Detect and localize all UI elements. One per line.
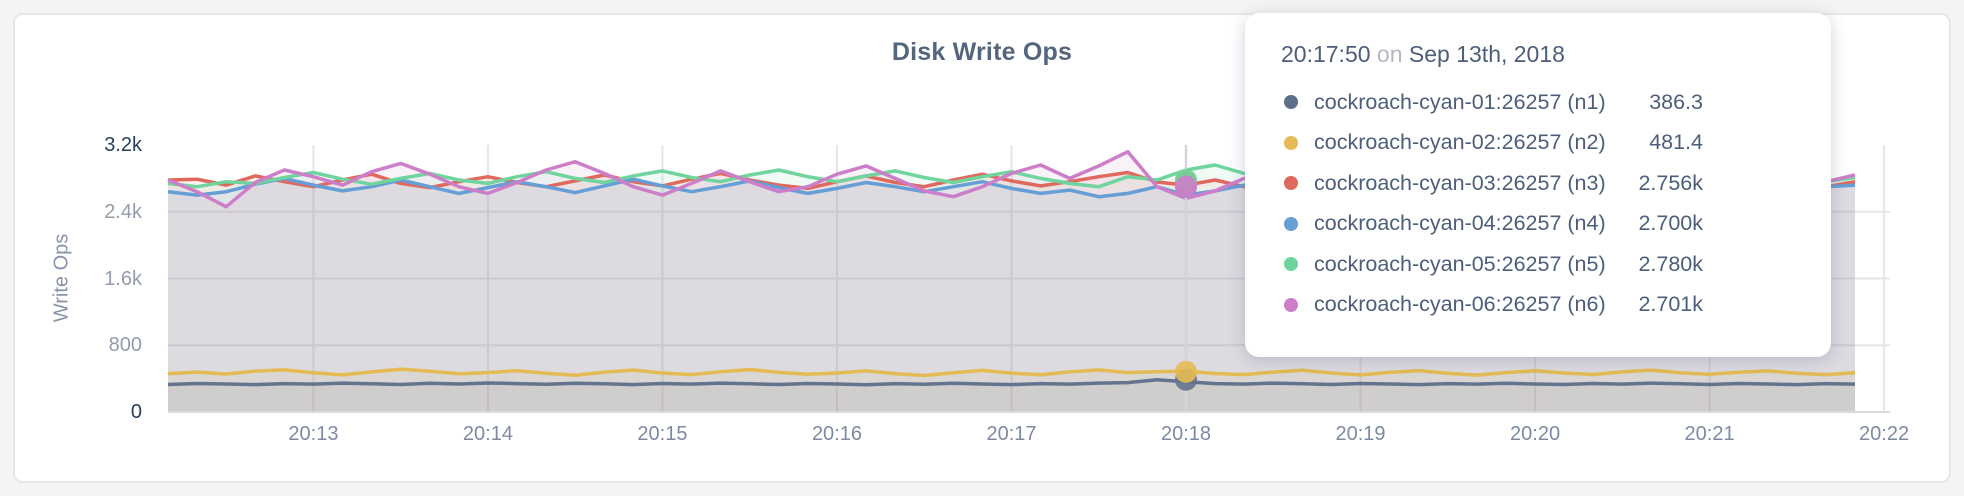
series-area-n1 (168, 379, 1855, 412)
tooltip-row: cockroach-cyan-01:26257 (n1) 386.3 (1284, 82, 1703, 123)
tooltip-series-value: 386.3 (1649, 89, 1703, 114)
hover-marker-n2 (1175, 360, 1198, 383)
x-tick-label: 20:14 (462, 423, 513, 445)
x-tick-label: 20:15 (637, 423, 688, 445)
tooltip-row: cockroach-cyan-06:26257 (n6) 2.701k (1284, 285, 1703, 326)
x-tick-label: 20:18 (1160, 423, 1212, 445)
tooltip-header: 20:17:50 on Sep 13th, 2018 (1281, 39, 1703, 69)
tooltip-series-name: cockroach-cyan-02:26257 (n2) (1314, 130, 1606, 155)
series-color-dot-icon (1284, 216, 1298, 231)
x-tick-label: 20:22 (1859, 423, 1910, 445)
tooltip-on-word: on (1376, 41, 1403, 67)
y-tick-label: 800 (108, 334, 142, 357)
y-tick-label: 1.6k (104, 267, 142, 290)
hover-tooltip: 20:17:50 on Sep 13th, 2018 cockroach-cya… (1245, 13, 1831, 357)
tooltip-series-value: 2.756k (1638, 170, 1703, 195)
x-tick-label: 20:19 (1335, 423, 1386, 445)
tooltip-series-name: cockroach-cyan-04:26257 (n4) (1314, 211, 1606, 236)
y-tick-label: 2.4k (104, 200, 142, 223)
series-line-n2 (167, 367, 1856, 378)
x-tick-label: 20:21 (1684, 423, 1735, 445)
tooltip-time: 20:17:50 (1281, 41, 1371, 67)
hover-marker-n6 (1175, 175, 1198, 198)
series-color-dot-icon (1284, 297, 1298, 312)
tooltip-date: Sep 13th, 2018 (1408, 41, 1565, 67)
series-color-dot-icon (1284, 257, 1298, 272)
series-area-n2 (168, 369, 1855, 412)
series-color-dot-icon (1284, 135, 1298, 150)
tooltip-row: cockroach-cyan-02:26257 (n2) 481.4 (1284, 123, 1703, 164)
tooltip-series-value: 2.701k (1638, 292, 1703, 317)
tooltip-series-value: 2.700k (1638, 211, 1703, 236)
y-tick-label: 0 (130, 401, 142, 423)
series-color-dot-icon (1284, 95, 1298, 110)
series-color-dot-icon (1284, 176, 1298, 191)
tooltip-series-name: cockroach-cyan-03:26257 (n3) (1314, 170, 1606, 195)
tooltip-row: cockroach-cyan-03:26257 (n3) 2.756k (1284, 163, 1703, 204)
tooltip-series-name: cockroach-cyan-05:26257 (n5) (1314, 251, 1606, 276)
tooltip-series-name: cockroach-cyan-06:26257 (n6) (1314, 292, 1606, 317)
x-tick-label: 20:17 (986, 423, 1037, 445)
series-line-n1 (167, 378, 1856, 387)
tooltip-series-value: 2.780k (1638, 251, 1703, 276)
tooltip-rows: cockroach-cyan-01:26257 (n1) 386.3 cockroa… (1284, 82, 1703, 325)
tooltip-series-value: 481.4 (1649, 130, 1703, 155)
chart-title: Disk Write Ops (891, 38, 1073, 66)
tooltip-row: cockroach-cyan-04:26257 (n4) 2.700k (1284, 204, 1703, 245)
x-tick-label: 20:20 (1510, 423, 1561, 445)
x-tick-label: 20:16 (811, 423, 862, 445)
y-tick-label: 3.2k (104, 134, 142, 156)
x-tick-label: 20:13 (288, 423, 339, 445)
tooltip-row: cockroach-cyan-05:26257 (n5) 2.780k (1284, 244, 1703, 285)
tooltip-series-name: cockroach-cyan-01:26257 (n1) (1314, 89, 1606, 114)
